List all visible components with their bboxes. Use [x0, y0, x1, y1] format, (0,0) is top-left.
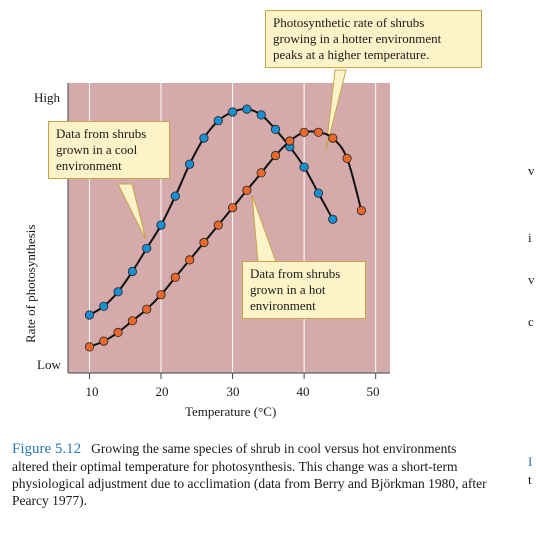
figure-label: Figure 5.12 — [12, 441, 82, 457]
figure-caption: Figure 5.12 Growing the same species of s… — [12, 440, 492, 509]
hot-data-point-5 — [156, 290, 166, 300]
callout-top-line-3: peaks at a higher temperature. — [273, 47, 430, 62]
x-axis-title: Temperature (°C) — [185, 404, 277, 419]
callout-pointers — [117, 69, 347, 263]
cool-data-point-2 — [113, 287, 123, 297]
cool-data-point-9 — [213, 116, 223, 126]
hot-data-point-4 — [142, 304, 152, 314]
hot-data-point-3 — [127, 316, 137, 326]
hot-data-point-1 — [99, 336, 109, 346]
hot-data-point-9 — [213, 220, 223, 230]
cool-data-point-0 — [84, 310, 95, 320]
cool-data-point-3 — [127, 266, 137, 277]
edge-fragment-1: v — [528, 163, 535, 178]
hot-data-point-12 — [256, 168, 266, 178]
cool-data-point-12 — [256, 110, 266, 120]
callout-hot-line-2: grown in a hot — [250, 282, 326, 297]
hot-data-point-2 — [113, 327, 123, 337]
y-tick-low: Low — [37, 357, 61, 372]
cool-data-point-16 — [313, 188, 324, 198]
hot-data-point-10 — [227, 203, 238, 213]
hot-data-point-6 — [170, 272, 180, 282]
pointer-top-callout — [325, 69, 347, 151]
cool-data-point-6 — [170, 191, 180, 201]
hot-data-point-18 — [342, 153, 352, 163]
hot-data-point-16 — [313, 127, 324, 137]
x-tick-20: 20 — [155, 384, 169, 399]
hot-series-points — [84, 127, 366, 352]
hot-data-point-15 — [299, 127, 309, 137]
hot-data-point-8 — [199, 237, 209, 248]
cool-data-point-1 — [99, 301, 109, 311]
cool-data-point-11 — [242, 104, 252, 114]
hot-data-point-13 — [270, 150, 281, 161]
callout-top-line-1: Photosynthetic rate of shrubs — [273, 15, 425, 30]
cool-data-point-8 — [199, 133, 209, 143]
cool-data-point-17 — [328, 214, 338, 224]
callout-hot: Data from shrubs grown in a hot environm… — [242, 261, 366, 319]
hot-data-point-19 — [356, 206, 366, 216]
caption-text: Growing the same species of shrub in coo… — [12, 441, 487, 508]
x-tick-10: 10 — [85, 384, 99, 399]
hot-data-point-0 — [84, 342, 95, 352]
cool-data-point-5 — [156, 220, 166, 230]
cool-data-point-15 — [299, 162, 309, 172]
x-axis-ticks — [88, 373, 377, 379]
y-tick-high: High — [34, 90, 60, 105]
callout-cool-line-2: grown in a cool — [56, 142, 138, 157]
x-tick-40: 40 — [296, 384, 310, 399]
pointer-cool-callout — [117, 183, 147, 241]
cool-data-point-13 — [270, 124, 281, 134]
cool-data-point-10 — [227, 107, 238, 117]
hot-data-point-14 — [285, 136, 295, 146]
x-tick-50: 50 — [366, 384, 380, 399]
callout-cool-line-1: Data from shrubs — [56, 126, 147, 141]
cool-data-point-4 — [142, 243, 152, 253]
x-tick-30: 30 — [226, 384, 240, 399]
edge-fragment-6: t — [528, 472, 532, 487]
callout-top: Photosynthetic rate of shrubs growing in… — [265, 10, 482, 68]
edge-fragment-3: v — [528, 272, 535, 287]
callout-hot-line-3: environment — [250, 298, 316, 313]
cool-data-point-7 — [185, 159, 195, 169]
edge-fragment-4: c — [528, 314, 534, 329]
callout-cool: Data from shrubs grown in a cool environ… — [48, 121, 170, 179]
callout-cool-line-3: environment — [56, 158, 122, 173]
hot-data-point-7 — [185, 255, 195, 265]
edge-fragment-5: I — [528, 454, 533, 469]
cool-series-points — [84, 104, 338, 320]
hot-data-point-11 — [242, 185, 252, 195]
hot-data-point-17 — [328, 133, 338, 143]
callout-top-line-2: growing in a hotter environment — [273, 31, 442, 46]
edge-fragment-2: i — [528, 230, 532, 245]
callout-hot-line-1: Data from shrubs — [250, 266, 341, 281]
